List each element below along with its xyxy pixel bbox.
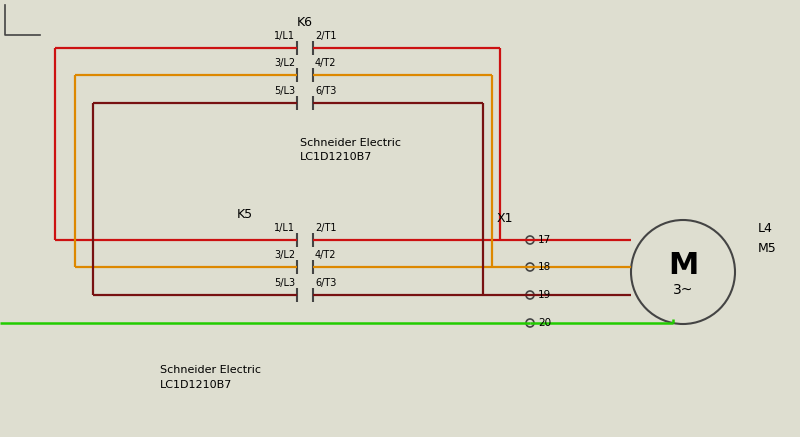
Text: 18: 18: [538, 262, 551, 272]
Text: 19: 19: [538, 290, 551, 300]
Text: 1/L1: 1/L1: [274, 31, 295, 41]
Text: Schneider Electric: Schneider Electric: [300, 138, 401, 148]
Text: 3/L2: 3/L2: [274, 250, 295, 260]
Text: Schneider Electric: Schneider Electric: [160, 365, 261, 375]
Text: LC1D1210B7: LC1D1210B7: [160, 380, 232, 390]
Circle shape: [631, 220, 735, 324]
Text: L4: L4: [758, 222, 773, 235]
Text: 17: 17: [538, 235, 551, 245]
Text: M5: M5: [758, 242, 777, 254]
Text: 5/L3: 5/L3: [274, 86, 295, 96]
Text: 1/L1: 1/L1: [274, 223, 295, 233]
Text: K5: K5: [237, 208, 253, 222]
Text: 3~: 3~: [673, 283, 693, 297]
Text: 3/L2: 3/L2: [274, 58, 295, 68]
Text: X1: X1: [497, 212, 513, 225]
Text: 2/T1: 2/T1: [315, 223, 337, 233]
Text: 6/T3: 6/T3: [315, 278, 336, 288]
Text: 4/T2: 4/T2: [315, 250, 337, 260]
Text: 4/T2: 4/T2: [315, 58, 337, 68]
Text: K6: K6: [297, 15, 313, 28]
Text: LC1D1210B7: LC1D1210B7: [300, 152, 372, 162]
Text: M: M: [668, 252, 698, 281]
Text: 6/T3: 6/T3: [315, 86, 336, 96]
Text: 5/L3: 5/L3: [274, 278, 295, 288]
Text: 20: 20: [538, 318, 551, 328]
Text: 2/T1: 2/T1: [315, 31, 337, 41]
